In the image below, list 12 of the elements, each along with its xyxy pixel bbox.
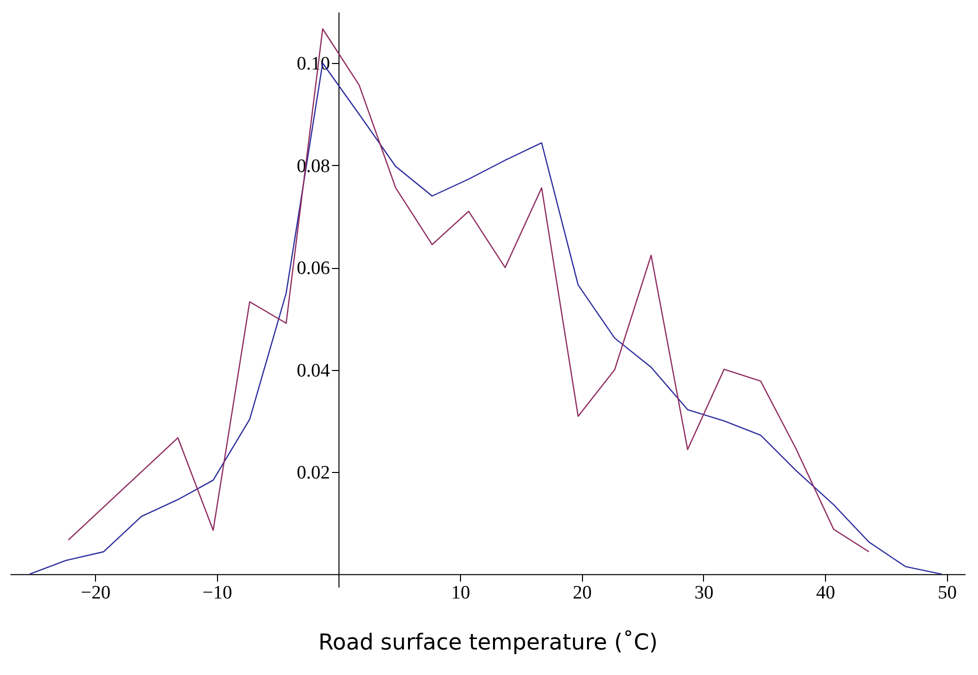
x-tick-label: 50 <box>938 582 957 604</box>
x-tick-label: 20 <box>572 582 592 604</box>
x-tick-label: 40 <box>816 582 836 604</box>
x-tick-label: −20 <box>80 582 111 604</box>
y-tick-label: 0.04 <box>296 360 330 382</box>
x-tick-label: 10 <box>451 582 470 604</box>
line-series <box>68 28 870 552</box>
x-tick-label: 30 <box>694 582 714 604</box>
y-tick-label: 0.06 <box>296 258 330 280</box>
y-tick-label: 0.02 <box>296 462 330 484</box>
x-tick-label: −10 <box>202 582 232 604</box>
x-axis-title: Road surface temperature (˚C) <box>318 630 658 656</box>
